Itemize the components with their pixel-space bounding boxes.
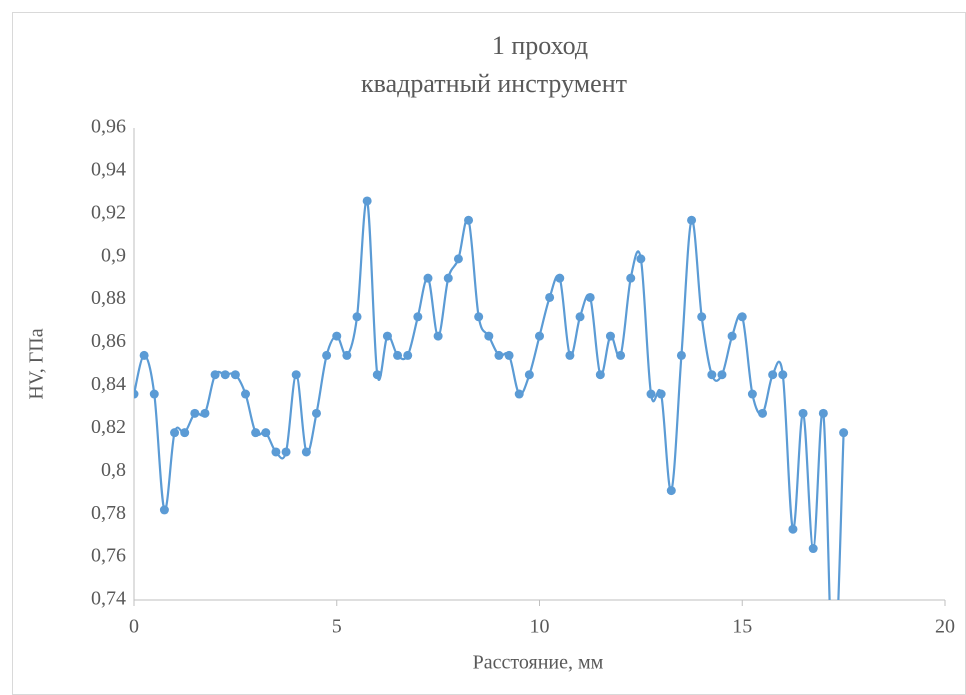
y-tick-label: 0,76 — [91, 545, 126, 567]
data-point — [697, 312, 707, 322]
data-point — [585, 292, 595, 302]
data-point — [311, 408, 321, 418]
data-point — [322, 350, 332, 360]
y-tick-label: 0,96 — [91, 116, 126, 138]
data-point — [423, 273, 433, 283]
data-point — [484, 331, 494, 341]
data-point — [524, 370, 534, 380]
chart-title: 1 проход — [492, 31, 588, 60]
data-point — [372, 370, 382, 380]
data-point — [332, 331, 342, 341]
data-point — [230, 370, 240, 380]
data-point — [636, 254, 646, 264]
data-point — [291, 370, 301, 380]
data-point — [676, 350, 686, 360]
data-point — [616, 350, 626, 360]
data-point — [464, 215, 474, 225]
data-point — [352, 312, 362, 322]
data-point — [788, 524, 798, 534]
data-point — [758, 408, 768, 418]
x-tick-label: 5 — [332, 616, 342, 638]
data-point — [382, 331, 392, 341]
data-point — [474, 312, 484, 322]
data-point — [170, 428, 180, 438]
data-point — [778, 370, 788, 380]
data-point — [393, 350, 403, 360]
y-tick-label: 0,82 — [91, 416, 126, 438]
data-point — [281, 447, 291, 457]
data-point — [839, 428, 849, 438]
data-point — [200, 408, 210, 418]
data-point — [261, 428, 271, 438]
data-point — [545, 292, 555, 302]
data-point — [717, 370, 727, 380]
y-axis-label: HV, ГПа — [26, 328, 48, 399]
x-tick-label: 10 — [530, 616, 550, 638]
data-point — [139, 350, 149, 360]
y-tick-label: 0,9 — [101, 244, 126, 266]
data-point — [535, 331, 544, 341]
x-tick-label: 15 — [732, 616, 752, 638]
y-tick-label: 0,78 — [91, 502, 126, 524]
data-point — [646, 389, 656, 399]
y-tick-label: 0,88 — [91, 287, 126, 309]
data-point — [413, 312, 423, 322]
x-tick-label: 20 — [935, 616, 955, 638]
data-point — [808, 544, 818, 554]
data-point — [747, 389, 757, 399]
chart-border — [12, 12, 966, 695]
data-point — [595, 370, 605, 380]
data-point — [149, 389, 159, 399]
data-point — [768, 370, 778, 380]
data-point — [251, 428, 261, 438]
data-point — [514, 389, 524, 399]
y-tick-label: 0,86 — [91, 330, 126, 352]
x-tick-label: 0 — [129, 616, 139, 638]
chart-subtitle: квадратный инструмент — [361, 69, 627, 98]
y-tick-label: 0,8 — [101, 459, 126, 481]
data-point — [565, 350, 575, 360]
y-tick-label: 0,84 — [91, 373, 126, 395]
y-tick-label: 0,94 — [91, 159, 126, 181]
data-point — [190, 408, 200, 418]
data-point — [220, 370, 230, 380]
data-point — [666, 486, 676, 496]
y-tick-label: 0,74 — [91, 588, 126, 610]
data-point — [494, 350, 504, 360]
data-point — [241, 389, 251, 399]
data-point — [180, 428, 190, 438]
x-axis-label: Расстояние, мм — [473, 652, 604, 674]
plot-area — [134, 196, 849, 600]
data-point — [818, 408, 828, 418]
data-point — [159, 505, 169, 515]
data-point — [575, 312, 585, 322]
data-point — [555, 273, 565, 283]
data-point — [433, 331, 443, 341]
data-point — [403, 350, 413, 360]
data-point — [362, 196, 372, 206]
data-point — [134, 389, 139, 399]
data-point — [504, 350, 514, 360]
data-point — [342, 350, 352, 360]
data-point — [737, 312, 747, 322]
data-point — [727, 331, 737, 341]
data-point — [210, 370, 220, 380]
data-point — [453, 254, 463, 264]
data-point — [443, 273, 453, 283]
data-point — [656, 389, 666, 399]
data-point — [707, 370, 717, 380]
data-point — [271, 447, 281, 457]
data-point — [798, 408, 808, 418]
y-tick-label: 0,92 — [91, 201, 126, 223]
data-point — [301, 447, 311, 457]
data-point — [626, 273, 636, 283]
data-point — [605, 331, 615, 341]
data-point — [687, 215, 697, 225]
